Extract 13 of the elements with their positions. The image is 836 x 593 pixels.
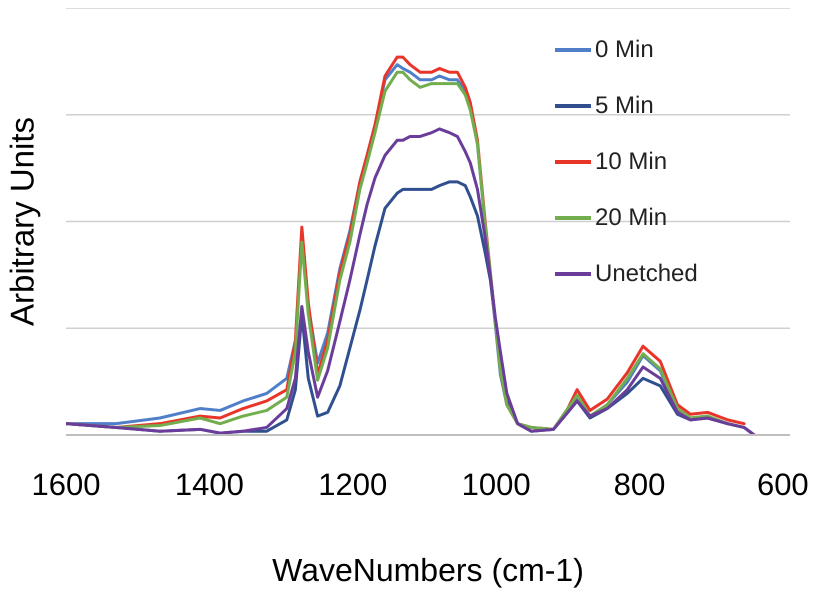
x-tick-label: 600 — [756, 467, 809, 502]
x-tick-label: 800 — [614, 467, 666, 502]
x-tick-label: 1200 — [318, 467, 388, 502]
legend-label: 10 Min — [595, 148, 668, 176]
legend-label: 20 Min — [595, 204, 668, 232]
x-tick-label: 1600 — [32, 467, 100, 502]
legend-label: 0 Min — [595, 36, 654, 64]
x-tick-label: 1000 — [462, 467, 531, 502]
x-tick-label: 1400 — [174, 467, 244, 502]
y-axis-title: Arbitrary Units — [4, 116, 41, 326]
legend-label: 5 Min — [595, 92, 654, 120]
legend-label: Unetched — [595, 260, 698, 288]
x-axis-title: WaveNumbers (cm-1) — [272, 552, 584, 588]
